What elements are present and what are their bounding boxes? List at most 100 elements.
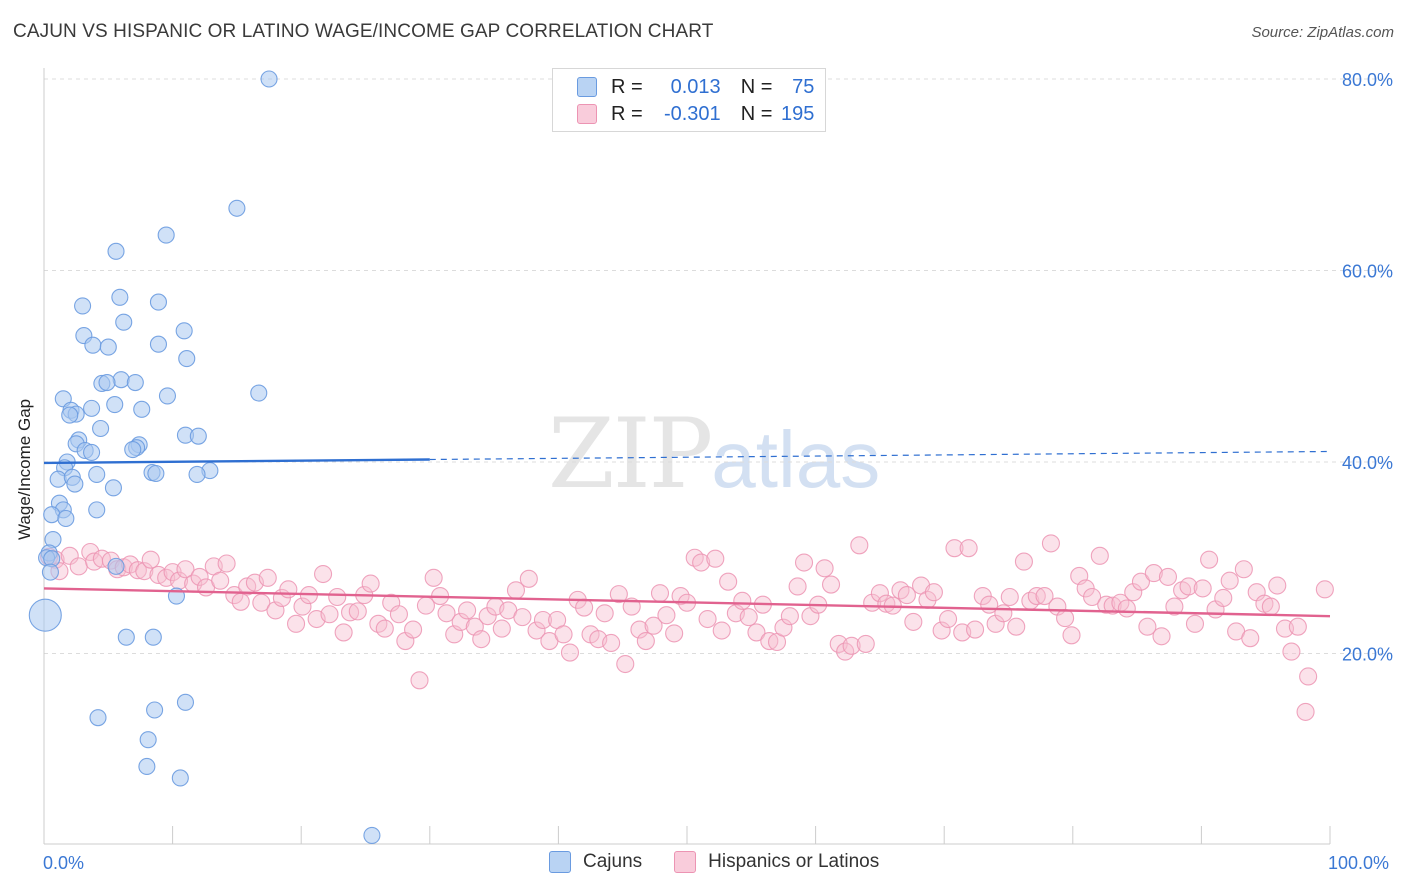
hispanic-point: [1234, 560, 1253, 579]
hispanic-point: [665, 624, 684, 643]
hispanic-point: [1214, 588, 1233, 608]
cajun-point: [92, 419, 110, 438]
hispanic-point: [850, 536, 869, 555]
hispanic-point: [644, 616, 663, 635]
cajun-point: [147, 464, 165, 483]
y-tick-label: 80.0%: [1342, 70, 1393, 90]
y-tick-labels: 20.0% 40.0% 60.0% 80.0%: [1342, 70, 1393, 665]
legend-n-label: N =: [740, 102, 773, 125]
cajun-point: [171, 769, 189, 787]
hispanic-point: [176, 560, 195, 579]
hispanic-point: [945, 539, 964, 558]
cajuns-swatch: [549, 851, 571, 873]
hispanic-point: [1200, 550, 1219, 569]
hispanic-point: [815, 559, 834, 578]
hispanic-point: [60, 546, 79, 565]
cajun-point: [157, 226, 175, 244]
hispanic-point: [389, 605, 408, 624]
hispanic-point: [341, 603, 360, 622]
hispanic-point: [794, 553, 814, 572]
hispanic-point: [877, 594, 896, 613]
hispanic-point: [437, 604, 456, 623]
hispanic-point: [1315, 580, 1334, 599]
hispanic-point: [760, 632, 779, 651]
hispanic-point: [733, 591, 752, 610]
cajun-point: [115, 313, 133, 331]
legend-label-cajuns: Cajuns: [583, 851, 643, 872]
cajun-point: [363, 826, 381, 844]
hispanic-point: [870, 584, 889, 603]
hispanic-point: [519, 569, 538, 588]
cajun-point: [188, 465, 206, 483]
legend-swatch-blue: [577, 77, 597, 97]
hispanic-point: [1193, 579, 1212, 598]
hispanic-point: [595, 604, 614, 623]
cajun-point: [158, 387, 177, 405]
cajun-point: [260, 70, 278, 88]
hispanic-point: [932, 621, 951, 640]
hispanic-point: [1185, 614, 1205, 633]
hispanic-point: [1144, 564, 1163, 583]
cajun-point: [88, 465, 106, 483]
hispanic-point: [141, 550, 160, 569]
hispanic-point: [1056, 609, 1075, 628]
hispanic-point: [231, 592, 250, 611]
hispanic-point: [671, 586, 690, 606]
hispanic-point: [712, 621, 731, 640]
cajun-point: [149, 335, 168, 353]
legend-r-label: R =: [611, 75, 643, 98]
legend-n-value: 195: [781, 102, 815, 125]
hispanic-point: [1220, 571, 1239, 590]
y-tick-label: 60.0%: [1342, 262, 1393, 282]
hispanic-point: [739, 608, 758, 627]
cajun-points: [28, 70, 381, 844]
hispanic-point: [1268, 576, 1287, 595]
hispanic-point: [1090, 546, 1109, 565]
hispanic-point: [560, 643, 580, 662]
legend-n-value: 75: [792, 75, 815, 98]
hispanic-point: [1007, 617, 1026, 636]
hispanic-point: [513, 608, 532, 627]
hispanic-point: [698, 609, 717, 629]
hispanic-points: [40, 534, 1334, 721]
cajun-point: [126, 373, 144, 392]
legend-item-hispanics[interactable]: Hispanics or Latinos: [674, 851, 879, 873]
hispanic-point: [780, 607, 799, 626]
hispanic-point: [1083, 587, 1102, 607]
cajun-point: [89, 709, 107, 727]
hispanic-point: [1117, 599, 1136, 618]
hispanic-point: [994, 604, 1013, 623]
hispanic-point: [293, 597, 312, 616]
hispanic-point: [287, 614, 306, 633]
hispanic-point: [692, 553, 711, 572]
hispanic-point: [842, 636, 861, 655]
hispanic-point: [554, 625, 573, 644]
hispanic-point: [959, 539, 978, 558]
cajun-trend-line: [43, 458, 430, 465]
hispanic-point: [821, 575, 841, 594]
cajun-point: [49, 470, 67, 488]
cajun-point: [138, 757, 156, 776]
y-tick-label: 20.0%: [1342, 645, 1393, 665]
cajun-point: [107, 557, 125, 575]
hispanic-point: [1158, 567, 1178, 586]
hispanic-point: [320, 605, 339, 624]
hispanic-point: [211, 571, 230, 590]
hispanic-point: [1035, 586, 1054, 606]
cajun-point: [117, 628, 135, 646]
hispanic-point: [478, 607, 497, 626]
y-axis-label: Wage/Income Gap: [15, 398, 34, 540]
hispanic-point: [1097, 595, 1116, 614]
hispanic-point: [472, 630, 491, 649]
hispanic-point: [451, 612, 470, 631]
hispanic-point: [92, 549, 111, 568]
hispanic-point: [348, 602, 367, 621]
y-tick-label: 40.0%: [1342, 453, 1393, 473]
cajun-point: [43, 506, 61, 524]
hispanic-point: [1261, 597, 1280, 616]
cajun-point: [107, 242, 125, 260]
legend-r-value: -0.301: [663, 102, 721, 125]
hispanic-point: [527, 621, 546, 640]
legend-item-cajuns[interactable]: Cajuns: [549, 851, 642, 873]
hispanic-point: [328, 587, 347, 607]
